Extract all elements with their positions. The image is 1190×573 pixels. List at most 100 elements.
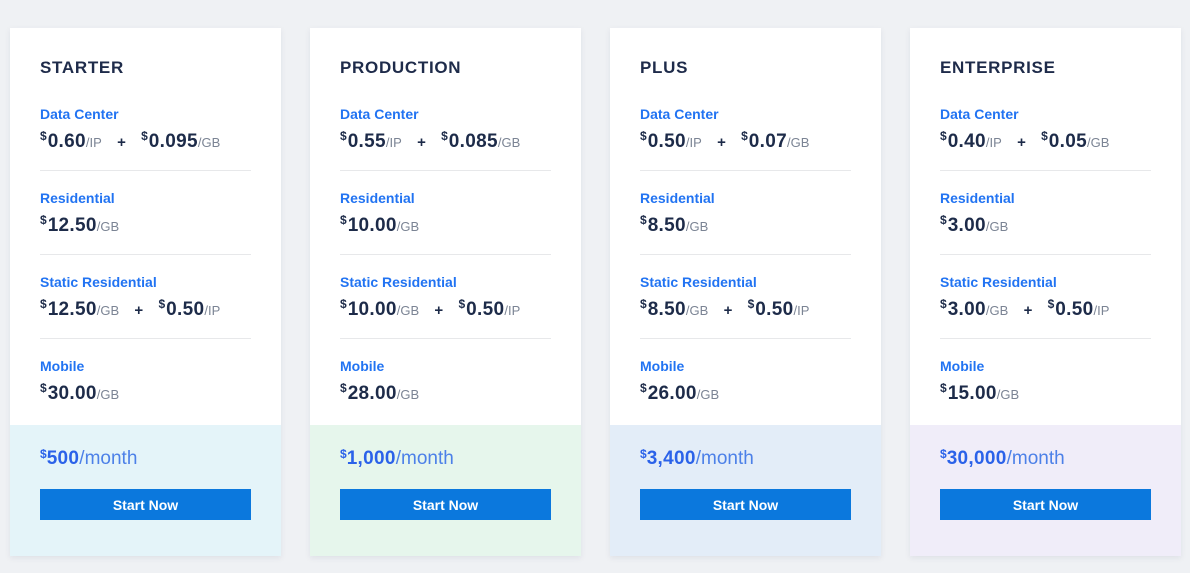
section-price: $8.50/GB xyxy=(640,213,851,237)
section-price: $8.50/GB + $0.50/IP xyxy=(640,297,851,321)
section-label: Residential xyxy=(640,190,715,206)
section-price: $0.40/IP + $0.05/GB xyxy=(940,129,1151,153)
section-label: Mobile xyxy=(40,358,85,374)
price-unit: /IP xyxy=(504,303,521,318)
plan-card-body: PLUS Data Center $0.50/IP + $0.07/GB Res… xyxy=(610,28,881,425)
plan-card-body: STARTER Data Center $0.60/IP + $0.095/GB… xyxy=(10,28,281,425)
plan-name: ENTERPRISE xyxy=(940,58,1056,77)
price-amount: 0.50 xyxy=(166,299,205,320)
plan-footer: $30,000/month Start Now xyxy=(910,425,1181,556)
price-amount: 30.00 xyxy=(47,383,97,404)
price-currency: $ xyxy=(340,381,347,395)
section-price: $12.50/GB + $0.50/IP xyxy=(40,297,251,321)
price-unit: /IP xyxy=(985,135,1002,150)
price-section: Mobile $15.00/GB xyxy=(940,358,1151,405)
plan-card: ENTERPRISE Data Center $0.40/IP + $0.05/… xyxy=(910,28,1181,556)
section-price: $15.00/GB xyxy=(940,381,1151,405)
price: $28.00/GB xyxy=(340,381,419,404)
price-amount: 10.00 xyxy=(347,215,397,236)
plan-name: PLUS xyxy=(640,58,689,77)
price-unit: /IP xyxy=(385,135,402,150)
start-now-button[interactable]: Start Now xyxy=(940,489,1151,520)
price-currency: $ xyxy=(640,381,647,395)
price-amount: 8.50 xyxy=(647,299,686,320)
plus-separator: + xyxy=(1017,134,1026,151)
section-divider xyxy=(40,170,251,171)
price-amount: 3.00 xyxy=(947,215,986,236)
price: $0.05/GB xyxy=(1041,129,1110,152)
price-unit: /GB xyxy=(96,219,120,234)
section-label: Data Center xyxy=(640,106,719,122)
start-now-button[interactable]: Start Now xyxy=(340,489,551,520)
price: $0.50/IP xyxy=(640,129,702,152)
price: $0.50/IP xyxy=(458,297,521,320)
section-price: $3.00/GB xyxy=(940,213,1151,237)
price: $0.095/GB xyxy=(141,129,220,152)
plan-footer: $3,400/month Start Now xyxy=(610,425,881,556)
monthly-amount: 500 xyxy=(46,448,80,469)
price-unit: /GB xyxy=(497,135,521,150)
section-divider xyxy=(40,254,251,255)
plan-footer: $1,000/month Start Now xyxy=(310,425,581,556)
section-label: Static Residential xyxy=(940,274,1057,290)
section-label: Mobile xyxy=(940,358,985,374)
price: $3.00/GB xyxy=(940,213,1008,236)
section-label: Data Center xyxy=(940,106,1019,122)
price-amount: 8.50 xyxy=(647,215,686,236)
price-currency: $ xyxy=(158,297,166,311)
price-amount: 0.55 xyxy=(347,131,386,152)
price-amount: 0.095 xyxy=(148,131,198,152)
price-unit: /GB xyxy=(1086,135,1110,150)
price-unit: /IP xyxy=(1093,303,1110,318)
section-label: Mobile xyxy=(340,358,385,374)
price-currency: $ xyxy=(940,381,947,395)
plus-separator: + xyxy=(134,302,144,319)
price-amount: 3.00 xyxy=(947,299,986,320)
price-currency: $ xyxy=(640,213,647,227)
section-divider xyxy=(40,338,251,339)
price: $30.00/GB xyxy=(40,381,119,404)
start-now-button[interactable]: Start Now xyxy=(40,489,251,520)
price-unit: /GB xyxy=(685,219,709,234)
plan-footer: $500/month Start Now xyxy=(10,425,281,556)
monthly-suffix: /month xyxy=(695,448,754,469)
price-amount: 0.05 xyxy=(1048,131,1087,152)
price: $10.00/GB xyxy=(340,297,419,320)
section-label: Data Center xyxy=(40,106,119,122)
plan-sections: Data Center $0.55/IP + $0.085/GB Residen… xyxy=(340,106,551,405)
price-currency: $ xyxy=(640,297,647,311)
price-amount: 15.00 xyxy=(947,383,997,404)
plan-card: STARTER Data Center $0.60/IP + $0.095/GB… xyxy=(10,28,281,556)
monthly-currency: $ xyxy=(340,447,347,461)
plan-name: STARTER xyxy=(40,58,124,77)
price-amount: 0.60 xyxy=(47,131,86,152)
plus-separator: + xyxy=(117,134,126,151)
monthly-price: $30,000/month xyxy=(940,447,1151,470)
price: $15.00/GB xyxy=(940,381,1019,404)
monthly-amount: 30,000 xyxy=(946,448,1007,469)
section-price: $0.55/IP + $0.085/GB xyxy=(340,129,551,153)
price-section: Residential $10.00/GB xyxy=(340,190,551,255)
plan-sections: Data Center $0.40/IP + $0.05/GB Resident… xyxy=(940,106,1151,405)
price: $0.07/GB xyxy=(741,129,809,152)
price-amount: 12.50 xyxy=(47,215,97,236)
monthly-price: $1,000/month xyxy=(340,447,551,470)
price-amount: 0.50 xyxy=(466,299,505,320)
price-section: Residential $12.50/GB xyxy=(40,190,251,255)
price: $26.00/GB xyxy=(640,381,720,404)
price-unit: /GB xyxy=(696,387,720,402)
section-divider xyxy=(640,170,851,171)
monthly-amount: 3,400 xyxy=(646,448,696,469)
price-currency: $ xyxy=(640,129,647,143)
price-currency: $ xyxy=(1041,129,1048,143)
price: $0.40/IP xyxy=(940,129,1002,152)
plus-separator: + xyxy=(434,302,444,319)
plan-card: PRODUCTION Data Center $0.55/IP + $0.085… xyxy=(310,28,581,556)
start-now-button[interactable]: Start Now xyxy=(640,489,851,520)
section-price: $0.50/IP + $0.07/GB xyxy=(640,129,851,153)
plan-sections: Data Center $0.60/IP + $0.095/GB Residen… xyxy=(40,106,251,405)
plan-card-body: PRODUCTION Data Center $0.55/IP + $0.085… xyxy=(310,28,581,425)
price-amount: 0.50 xyxy=(755,299,794,320)
monthly-suffix: /month xyxy=(395,448,454,469)
plus-separator: + xyxy=(717,134,726,151)
